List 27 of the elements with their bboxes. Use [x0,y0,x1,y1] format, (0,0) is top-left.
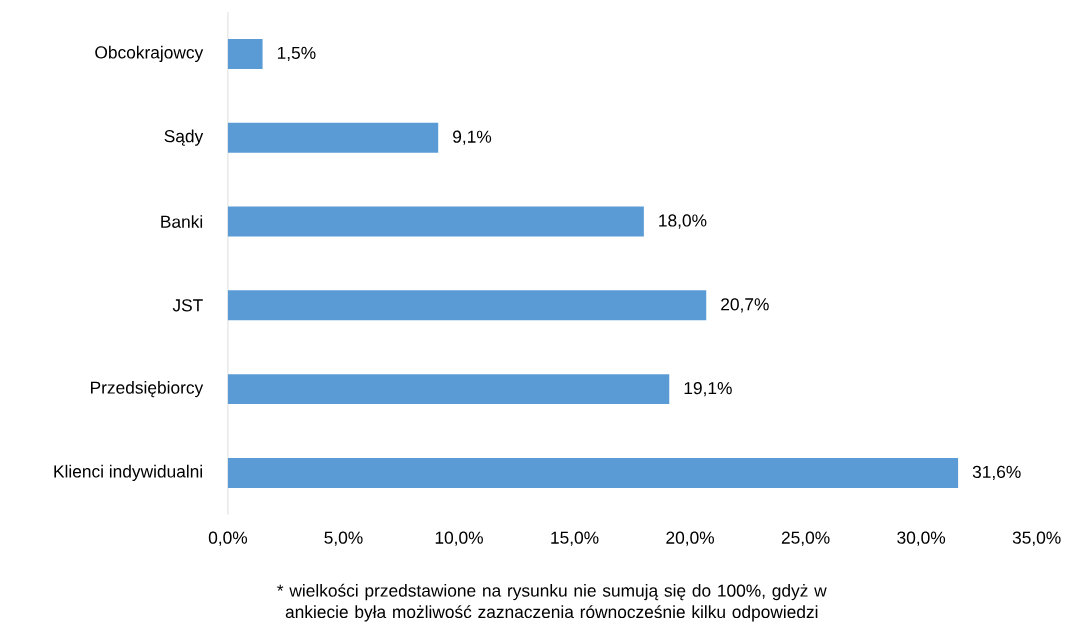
x-tick-label: 25,0% [781,531,830,546]
data-label: 18,0% [659,214,707,229]
bar [227,122,439,153]
bar [227,374,670,405]
bar [227,290,707,321]
y-tick-label: Obcokrajowcy [95,45,204,63]
text: * wielkości przedstawione na rysunku nie sumują się do 100%, gdyż w ankiecie była możliwość zaznaczenia równocześnie kilku odpowiedzi [277,583,827,622]
data-label: 1,5% [277,46,316,62]
data-label: 19,1% [684,382,732,397]
y-tick-label: JST [172,299,203,312]
x-tick-label: 15,0% [551,531,599,546]
bar [227,206,644,237]
y-tick-label: Przedsiębiorcy [91,381,204,398]
data-label: 9,1% [453,130,492,145]
bar [227,39,263,70]
x-tick-label: 10,0% [435,531,483,546]
x-tick-label: 30,0% [897,531,946,546]
y-tick-label: Sądy [164,129,204,146]
x-tick-label: 0,0% [208,531,248,546]
x-tick-label: 20,0% [666,531,715,546]
y-tick-label: Banki [161,215,203,228]
data-label: 20,7% [721,298,769,313]
x-tick-label: 35,0% [1012,531,1061,546]
bar [227,458,959,489]
x-tick-label: 5,0% [324,531,363,546]
data-label: 31,6% [972,465,1021,481]
y-tick-label: Klienci indywidualni [54,464,202,482]
